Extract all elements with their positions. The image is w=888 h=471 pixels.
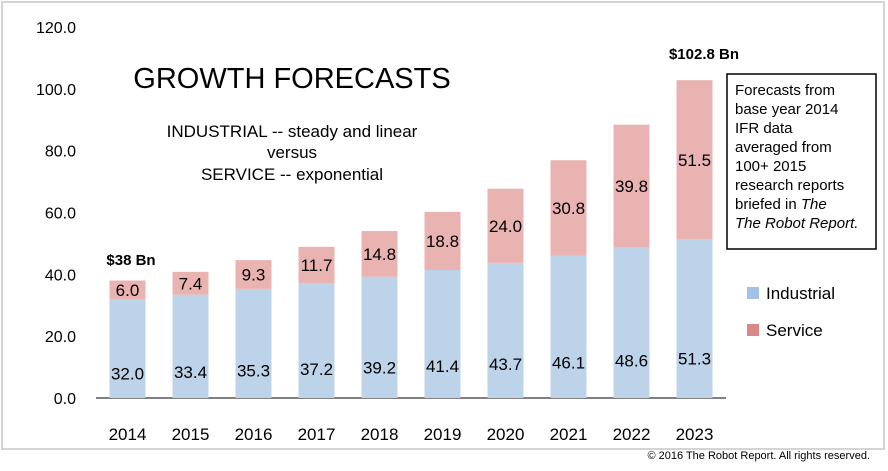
data-label-industrial-2016: 35.3 <box>237 362 270 381</box>
y-tick-label-2: 40.0 <box>45 267 76 284</box>
bar-industrial-2014 <box>109 299 146 398</box>
x-tick-label-2022: 2022 <box>613 425 651 444</box>
note-line-5: 100+ 2015 <box>735 158 806 175</box>
y-tick-label-3: 60.0 <box>45 206 76 223</box>
total-label-2014: $38 Bn <box>106 252 155 269</box>
data-label-service-2019: 18.8 <box>426 232 459 251</box>
bar-industrial-2017 <box>298 282 335 398</box>
data-label-service-2014: 6.0 <box>116 281 140 300</box>
y-tick-label-6: 120.0 <box>36 20 76 37</box>
chart-subtitle-line-1: INDUSTRIAL -- steady and linear <box>167 122 418 141</box>
x-tick-label-2023: 2023 <box>676 425 714 444</box>
bar-industrial-2021 <box>550 255 587 398</box>
data-label-industrial-2023: 51.3 <box>678 349 711 368</box>
x-tick-label-2018: 2018 <box>361 425 399 444</box>
legend: Industrial Service <box>747 284 835 340</box>
data-label-service-2016: 9.3 <box>242 265 266 284</box>
bar-service-2018 <box>361 231 398 277</box>
bar-industrial-2020 <box>487 262 524 398</box>
note-line-3: IFR data <box>735 120 793 137</box>
data-label-industrial-2020: 43.7 <box>489 355 522 374</box>
data-label-service-2021: 30.8 <box>552 199 585 218</box>
bar-service-2017 <box>298 246 335 283</box>
bar-industrial-2023 <box>676 239 713 398</box>
legend-label-service: Service <box>766 321 823 340</box>
x-tick-label-2019: 2019 <box>424 425 462 444</box>
bar-service-2022 <box>613 124 650 248</box>
x-tick-label-2021: 2021 <box>550 425 588 444</box>
y-tick-label-0: 0.0 <box>54 391 76 408</box>
y-tick-label-4: 80.0 <box>45 144 76 161</box>
note-line-2: base year 2014 <box>735 101 838 118</box>
forecast-note-box: Forecasts from base year 2014 IFR data a… <box>726 73 877 250</box>
data-label-industrial-2021: 46.1 <box>552 353 585 372</box>
x-tick-label-2016: 2016 <box>235 425 273 444</box>
data-label-industrial-2015: 33.4 <box>174 363 207 382</box>
x-tick-label-2017: 2017 <box>298 425 336 444</box>
y-tick-label-5: 100.0 <box>36 82 76 99</box>
data-label-service-2018: 14.8 <box>363 245 396 264</box>
data-label-service-2015: 7.4 <box>179 274 203 293</box>
y-axis: 0.0 20.0 40.0 60.0 80.0 100.0 120.0 <box>36 20 726 408</box>
data-label-service-2022: 39.8 <box>615 177 648 196</box>
data-label-industrial-2019: 41.4 <box>426 357 459 376</box>
chart-subtitle-line-3: SERVICE -- exponential <box>201 165 383 184</box>
legend-swatch-industrial <box>747 287 759 299</box>
bar-service-2021 <box>550 160 587 256</box>
x-tick-label-2020: 2020 <box>487 425 525 444</box>
data-label-industrial-2014: 32.0 <box>111 364 144 383</box>
bar-service-2016 <box>235 260 272 289</box>
bar-service-2023 <box>676 80 713 240</box>
bar-industrial-2019 <box>424 270 461 398</box>
bar-service-2014 <box>109 280 146 300</box>
bar-industrial-2015 <box>172 294 209 398</box>
copyright-notice: © 2016 The Robot Report. All rights rese… <box>647 450 870 462</box>
note-line-6: research reports <box>735 177 844 194</box>
data-label-service-2020: 24.0 <box>489 217 522 236</box>
note-line-7: briefed in The <box>735 196 827 213</box>
legend-swatch-service <box>747 324 759 336</box>
x-tick-label-2015: 2015 <box>172 425 210 444</box>
note-line-8: The Robot Report. <box>735 215 858 232</box>
x-tick-label-2014: 2014 <box>109 425 147 444</box>
bar-service-2020 <box>487 188 524 263</box>
data-label-industrial-2017: 37.2 <box>300 360 333 379</box>
data-label-service-2017: 11.7 <box>301 256 333 275</box>
y-tick-label-1: 20.0 <box>45 329 76 346</box>
bar-industrial-2016 <box>235 288 272 398</box>
x-axis: 2014 2015 2016 2017 2018 2019 2020 2021 2022 2023 <box>109 425 714 444</box>
note-line-4: averaged from <box>735 139 832 156</box>
legend-label-industrial: Industrial <box>766 284 835 303</box>
bar-service-2019 <box>424 211 461 271</box>
bar-service-2015 <box>172 271 209 295</box>
data-label-industrial-2018: 39.2 <box>363 359 396 378</box>
note-line-1: Forecasts from <box>735 82 835 99</box>
data-label-industrial-2022: 48.6 <box>615 351 648 370</box>
data-label-service-2023: 51.5 <box>678 151 711 170</box>
total-label-2023: $102.8 Bn <box>669 46 739 63</box>
chart-subtitle-line-2: versus <box>267 143 317 162</box>
bar-series: 32.0 6.0 33.4 7.4 35.3 9.3 37.2 11.7 39.2 14.8 41.… <box>109 80 713 398</box>
bar-industrial-2022 <box>613 247 650 398</box>
bar-industrial-2018 <box>361 276 398 398</box>
chart-title: GROWTH FORECASTS <box>133 63 450 95</box>
